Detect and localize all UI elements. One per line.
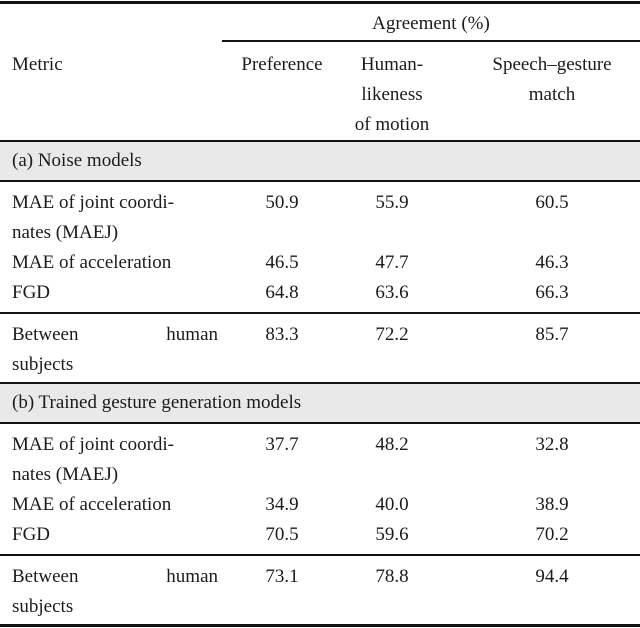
header-speech-gesture: Speech–gesture match <box>492 54 612 105</box>
value-human-likeness: 78.8 <box>375 566 409 587</box>
table-row: MAE of acceleration 46.5 47.7 46.3 <box>0 248 640 278</box>
value-preference: 73.1 <box>265 566 299 587</box>
value-human-likeness: 72.2 <box>375 324 409 345</box>
section-a-baseline-rule <box>0 312 640 314</box>
value-speech-gesture: 70.2 <box>535 524 569 545</box>
value-preference: 50.9 <box>265 192 299 213</box>
value-preference: 64.8 <box>265 282 299 303</box>
section-b-band: (b) Trained gesture generation models <box>0 384 640 422</box>
value-human-likeness: 47.7 <box>375 252 409 273</box>
header-preference: Preference <box>241 54 323 75</box>
value-preference: 83.3 <box>265 324 299 345</box>
header-bottom-rule <box>0 140 640 142</box>
header-human-likeness: Human- likeness of motion <box>354 54 430 135</box>
metric-label-cell: MAE of acceleration <box>0 248 232 278</box>
spanner-underline-rule <box>222 40 640 42</box>
value-human-likeness: 63.6 <box>375 282 409 303</box>
metric-label-cell: MAE of joint coordi- nates (MAEJ) <box>0 188 232 248</box>
value-human-likeness: 48.2 <box>375 434 409 455</box>
metric-label: MAE of joint coordi- nates (MAEJ) <box>12 434 175 485</box>
metric-label: Between human subjects <box>12 566 218 617</box>
table-row: Between human subjects 83.3 72.2 85.7 <box>0 320 640 380</box>
section-b-band-rule <box>0 422 640 424</box>
metric-label-cell: Between human subjects <box>0 320 232 380</box>
value-human-likeness: 55.9 <box>375 192 409 213</box>
value-speech-gesture: 60.5 <box>535 192 569 213</box>
value-speech-gesture: 94.4 <box>535 566 569 587</box>
metric-label-cell: FGD <box>0 278 232 308</box>
metric-label: MAE of joint coordi- nates (MAEJ) <box>12 192 175 243</box>
value-preference: 34.9 <box>265 494 299 515</box>
table-row: MAE of joint coordi- nates (MAEJ) 37.7 4… <box>0 430 640 490</box>
metric-label-cell: Between human subjects <box>0 562 232 622</box>
table-row: MAE of joint coordi- nates (MAEJ) 50.9 5… <box>0 188 640 248</box>
section-a-baseline: Between human subjects 83.3 72.2 85.7 <box>0 314 640 382</box>
metric-label-cell: FGD <box>0 520 232 550</box>
header-metric: Metric <box>12 54 63 75</box>
metric-label: MAE of acceleration <box>12 494 172 515</box>
section-b-baseline: Between human subjects 73.1 78.8 94.4 <box>0 556 640 624</box>
value-speech-gesture: 46.3 <box>535 252 569 273</box>
value-human-likeness: 40.0 <box>375 494 409 515</box>
table-row: MAE of acceleration 34.9 40.0 38.9 <box>0 490 640 520</box>
value-human-likeness: 59.6 <box>375 524 409 545</box>
spanner-row: Agreement (%) <box>0 4 640 42</box>
section-b-rows: MAE of joint coordi- nates (MAEJ) 37.7 4… <box>0 424 640 554</box>
metric-label: Between human subjects <box>12 324 218 375</box>
metric-label: MAE of acceleration <box>12 252 172 273</box>
metric-label-cell: MAE of acceleration <box>0 490 232 520</box>
section-b-baseline-rule <box>0 554 640 556</box>
value-speech-gesture: 38.9 <box>535 494 569 515</box>
value-speech-gesture: 32.8 <box>535 434 569 455</box>
table-row: FGD 64.8 63.6 66.3 <box>0 278 640 308</box>
metric-label: FGD <box>12 524 51 545</box>
top-rule <box>0 1 640 4</box>
section-b-top-rule <box>0 382 640 384</box>
value-preference: 70.5 <box>265 524 299 545</box>
spanner-spacer <box>0 4 222 42</box>
bottom-rule <box>0 624 640 627</box>
metric-label-cell: MAE of joint coordi- nates (MAEJ) <box>0 430 232 490</box>
metric-label: FGD <box>12 282 51 303</box>
table-row: Between human subjects 73.1 78.8 94.4 <box>0 562 640 622</box>
spanner-label: Agreement (%) <box>372 13 490 34</box>
section-a-band-rule <box>0 180 640 182</box>
value-speech-gesture: 85.7 <box>535 324 569 345</box>
section-a-rows: MAE of joint coordi- nates (MAEJ) 50.9 5… <box>0 182 640 312</box>
section-a-band: (a) Noise models <box>0 142 640 180</box>
value-preference: 37.7 <box>265 434 299 455</box>
value-preference: 46.5 <box>265 252 299 273</box>
table-row: FGD 70.5 59.6 70.2 <box>0 520 640 550</box>
spanner-box: Agreement (%) <box>222 4 640 42</box>
value-speech-gesture: 66.3 <box>535 282 569 303</box>
header-row: Metric Preference Human- likeness of mot… <box>0 42 640 140</box>
